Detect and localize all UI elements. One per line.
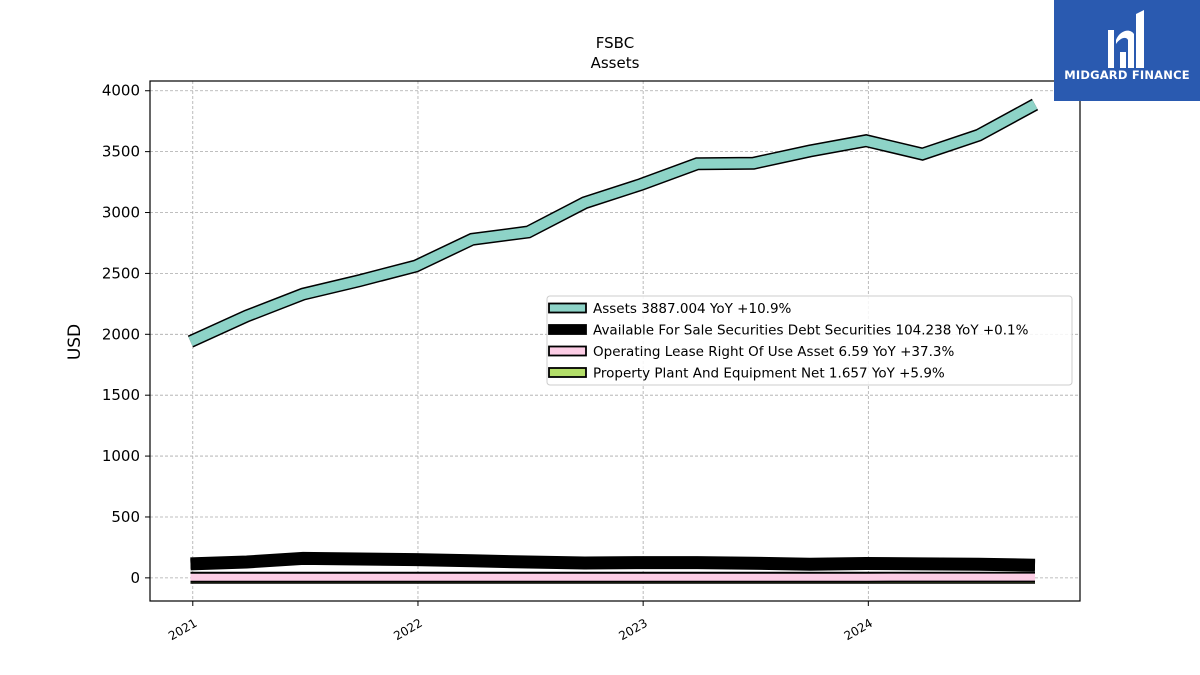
series-line-available-for-sale-securities-debt-securities (190, 553, 1036, 571)
midgard-finance-logo: MIDGARD FINANCE (1054, 0, 1200, 101)
y-tick-label: 0 (130, 569, 140, 587)
legend-swatch-assets (548, 302, 587, 314)
series-layer (187, 98, 1039, 584)
legend-swatch-available-for-sale-securities-debt-securities (548, 324, 587, 335)
y-tick-label: 3500 (102, 143, 140, 161)
legend-label-assets: Assets 3887.004 YoY +10.9% (593, 301, 792, 317)
legend-swatch-property-plant-and-equipment-net (548, 367, 587, 378)
y-tick-label: 500 (111, 508, 140, 526)
y-tick-label: 3000 (102, 204, 140, 222)
chart-subtitle: Assets (591, 54, 640, 72)
x-tick-label: 2022 (391, 616, 424, 643)
logo-mark-icon (1108, 10, 1144, 68)
x-tick-label: 2023 (616, 616, 649, 643)
series-line-assets (188, 100, 1038, 347)
x-axis: 2021 2022 2023 2024 (166, 601, 875, 643)
legend-label-operating-lease-right-of-use-asset: Operating Lease Right Of Use Asset 6.59 … (593, 344, 954, 360)
y-tick-label: 4000 (102, 82, 140, 100)
legend-label-property-plant-and-equipment-net: Property Plant And Equipment Net 1.657 Y… (593, 366, 945, 382)
y-tick-label: 1000 (102, 447, 140, 465)
chart-title: FSBC (596, 34, 634, 52)
legend-label-available-for-sale-securities-debt-securities: Available For Sale Securities Debt Secur… (593, 323, 1029, 339)
x-tick-label: 2024 (842, 616, 875, 643)
y-tick-label: 2000 (102, 325, 140, 343)
y-tick-label: 1500 (102, 386, 140, 404)
x-tick-label: 2021 (166, 616, 199, 643)
y-tick-label: 2500 (102, 264, 140, 282)
legend: Assets 3887.004 YoY +10.9% Available For … (546, 295, 1073, 386)
y-axis-label: USD (65, 324, 85, 360)
logo-text: MIDGARD FINANCE (1064, 68, 1190, 82)
legend-swatch-operating-lease-right-of-use-asset (548, 345, 587, 357)
plot-frame (149, 80, 1081, 602)
legend-frame (546, 295, 1073, 386)
y-axis: 0 500 1000 1500 2000 2500 3000 3500 4000 (102, 82, 150, 587)
